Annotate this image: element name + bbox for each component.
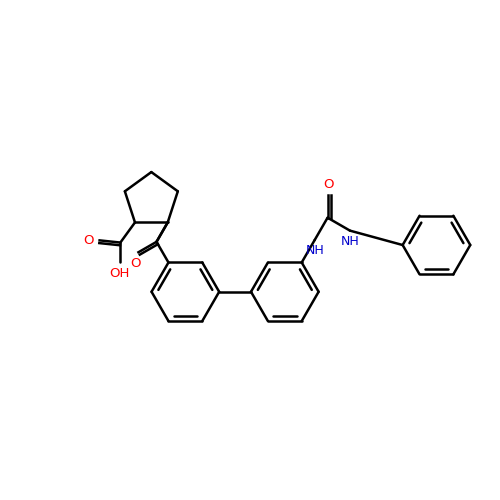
Text: O: O	[130, 257, 141, 270]
Text: NH: NH	[306, 244, 324, 257]
Text: O: O	[83, 234, 94, 247]
Text: O: O	[324, 178, 334, 192]
Text: OH: OH	[109, 268, 130, 280]
Text: NH: NH	[340, 234, 359, 248]
